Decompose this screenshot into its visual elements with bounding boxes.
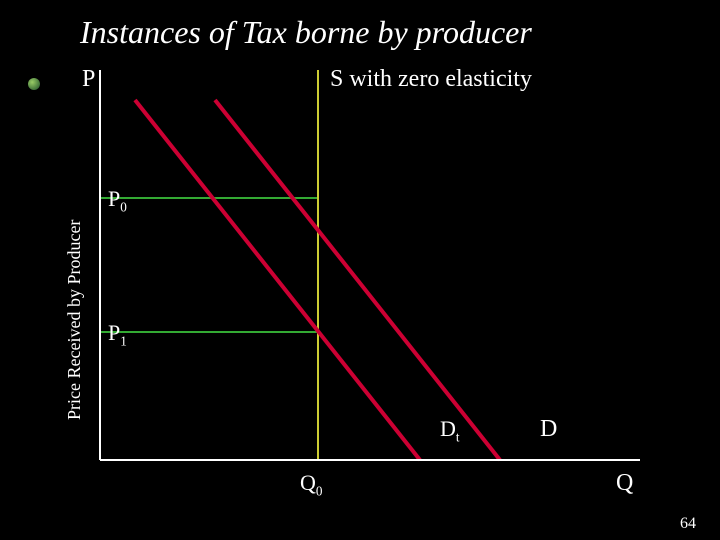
slide-number: 64 (680, 515, 696, 533)
label-dt: Dt (440, 416, 460, 445)
label-p1: P1 (108, 320, 127, 349)
label-q: Q (616, 470, 633, 497)
slide-title: Instances of Tax borne by producer (80, 14, 532, 51)
bullet-icon (28, 78, 40, 90)
label-p: P (82, 66, 95, 93)
label-q0: Q0 (300, 470, 322, 499)
y-axis-title: Price Received by Producer (64, 220, 85, 420)
demand-line-d (215, 100, 500, 460)
label-p0: P0 (108, 186, 127, 215)
slide: Instances of Tax borne by producer Price… (0, 0, 720, 540)
label-s: S with zero elasticity (330, 66, 532, 93)
label-d: D (540, 416, 557, 443)
demand-line-dt (135, 100, 420, 460)
